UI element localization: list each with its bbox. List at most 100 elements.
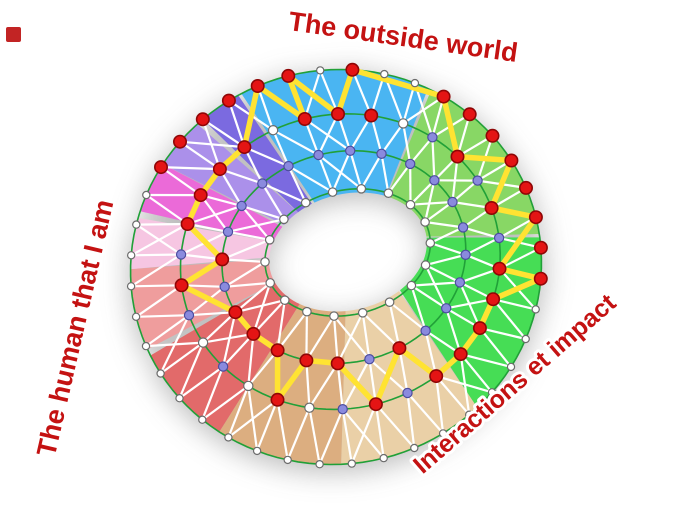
mesh-line	[201, 366, 225, 421]
mesh-line	[160, 166, 220, 171]
mesh-line	[425, 264, 461, 284]
node	[410, 443, 419, 453]
node-red	[485, 128, 500, 143]
node-red	[299, 353, 314, 368]
mesh-line	[479, 327, 526, 341]
mesh-line	[429, 241, 466, 256]
mesh-line	[179, 140, 221, 171]
node	[420, 260, 431, 270]
mesh-line	[402, 123, 412, 165]
node	[156, 369, 165, 378]
mesh-line	[201, 385, 249, 421]
node-red	[212, 162, 227, 177]
node	[506, 362, 516, 372]
mesh-line	[336, 312, 364, 364]
mesh-line	[410, 285, 427, 332]
mesh-line	[256, 399, 279, 452]
node-red	[533, 271, 548, 286]
mesh-line	[199, 194, 229, 233]
mesh-line	[227, 385, 250, 438]
mesh-line	[368, 359, 377, 405]
mesh-line	[333, 315, 371, 360]
mesh-line	[234, 282, 271, 314]
node	[425, 238, 436, 248]
mesh-line	[287, 165, 334, 194]
label-outside-world: The outside world	[287, 6, 520, 68]
mesh-line	[131, 253, 182, 257]
mesh-line	[360, 153, 383, 190]
node-red	[450, 149, 465, 164]
mesh-line	[227, 100, 246, 148]
mesh-line	[181, 284, 225, 288]
mesh-line	[160, 166, 202, 196]
mesh-line	[276, 399, 289, 461]
node	[279, 295, 290, 305]
mesh-line	[159, 341, 204, 375]
node	[460, 249, 471, 260]
mesh-line	[188, 285, 226, 317]
node-red	[462, 107, 477, 122]
mesh-line	[445, 307, 462, 355]
mesh-line	[492, 298, 527, 340]
node-red	[180, 217, 195, 232]
mesh-line	[341, 409, 353, 464]
mesh-line	[178, 342, 205, 399]
node-red	[250, 79, 265, 94]
node-red	[392, 341, 407, 356]
mesh-line	[136, 314, 190, 318]
nodes	[126, 62, 548, 469]
mesh-line	[145, 314, 190, 347]
node	[454, 277, 466, 288]
mesh-line	[276, 311, 308, 351]
node-red	[154, 160, 169, 175]
node	[260, 257, 270, 267]
node-red	[345, 62, 360, 77]
mesh-line	[409, 179, 436, 206]
mesh-line	[308, 407, 321, 465]
mesh-line	[305, 315, 335, 361]
mesh-line	[351, 69, 373, 116]
sector-tan-light	[341, 291, 478, 465]
mesh-line	[336, 363, 344, 410]
node	[380, 69, 389, 79]
node	[252, 446, 262, 456]
mesh-line	[331, 150, 352, 193]
diagram-layer	[126, 62, 548, 469]
mesh-line	[409, 136, 434, 165]
mesh-line	[462, 226, 500, 239]
mesh-line	[131, 284, 182, 288]
mesh-line	[221, 238, 271, 261]
node	[265, 278, 275, 288]
node	[131, 312, 141, 321]
mesh-line	[465, 236, 500, 256]
mesh-line	[431, 137, 436, 181]
mesh-line	[308, 362, 339, 409]
node	[384, 297, 395, 307]
mesh-line	[286, 407, 311, 461]
node	[126, 282, 136, 291]
mesh-line	[458, 281, 481, 329]
mesh-line	[425, 253, 466, 267]
mesh-line	[424, 220, 464, 229]
node-red	[436, 89, 451, 104]
node	[521, 334, 530, 344]
mesh-line	[350, 403, 377, 465]
node-red	[472, 321, 487, 336]
node-red	[195, 112, 210, 127]
node-red	[368, 397, 383, 412]
mesh-line	[240, 205, 271, 241]
mesh-line	[380, 153, 390, 194]
mesh-line	[492, 298, 536, 311]
mesh-line	[130, 253, 182, 288]
mesh-line	[451, 179, 479, 203]
mesh-line	[222, 258, 266, 263]
mesh-line	[424, 180, 436, 223]
mesh-line	[459, 353, 471, 415]
node-red	[486, 292, 501, 307]
node	[283, 455, 292, 465]
node-red	[453, 347, 468, 362]
node	[441, 303, 452, 314]
mesh-line	[202, 311, 237, 344]
node-red	[174, 278, 189, 293]
mesh-line	[374, 404, 385, 459]
